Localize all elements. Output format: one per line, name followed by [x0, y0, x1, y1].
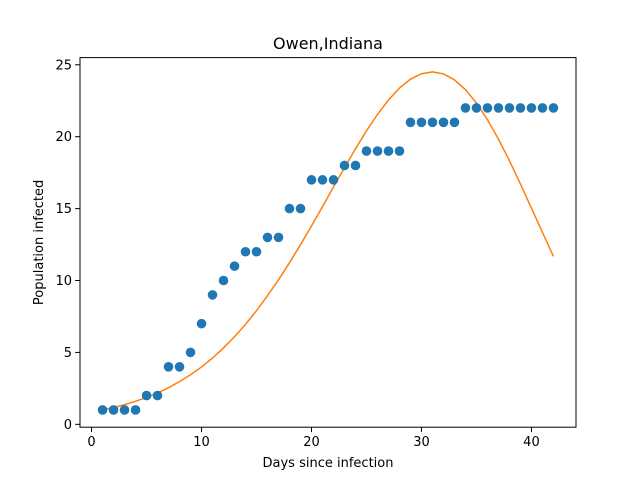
data-point [262, 232, 273, 243]
data-point [196, 318, 207, 329]
data-point [350, 160, 361, 171]
x-axis: 0 10 20 30 40 [87, 427, 540, 450]
data-point [427, 117, 438, 128]
y-tick-label: 0 [64, 418, 72, 433]
data-point [185, 347, 196, 358]
data-point [207, 290, 218, 300]
data-point [482, 103, 493, 113]
data-point [471, 103, 482, 113]
data-point [240, 246, 251, 257]
x-tick-label: 40 [523, 435, 540, 450]
data-point [526, 103, 537, 113]
y-axis: 0 5 10 15 20 25 [55, 58, 80, 433]
data-point [130, 405, 141, 415]
x-tick-label: 0 [87, 435, 95, 450]
data-point [218, 275, 229, 286]
data-point [449, 117, 460, 128]
y-axis-label: Population infected [32, 180, 47, 305]
y-tick-label: 20 [55, 130, 72, 145]
data-point [97, 405, 108, 415]
data-point [438, 117, 449, 128]
data-point [372, 146, 383, 156]
data-point [405, 117, 416, 128]
y-tick-label: 25 [55, 58, 72, 73]
data-point [273, 232, 284, 243]
x-tick-label: 30 [413, 435, 430, 450]
data-point [515, 103, 526, 113]
data-point [548, 103, 559, 113]
data-point [119, 405, 130, 415]
data-point [174, 361, 185, 372]
data-point [317, 175, 328, 185]
data-point [416, 117, 427, 128]
data-point [163, 361, 174, 372]
data-point [251, 246, 262, 257]
data-point [108, 405, 119, 415]
y-tick-label: 10 [55, 274, 72, 289]
plot-area [97, 71, 559, 415]
data-point [504, 103, 515, 113]
data-point [328, 175, 339, 185]
x-axis-label: Days since infection [263, 456, 394, 471]
data-point [361, 146, 372, 156]
x-tick-label: 20 [303, 435, 320, 450]
y-tick-label: 5 [64, 346, 72, 361]
data-point [383, 146, 394, 156]
axes-frame [79, 57, 577, 428]
data-point [152, 390, 163, 401]
data-point [339, 160, 350, 171]
data-point [460, 103, 471, 113]
chart-title: Owen,Indiana [273, 34, 383, 53]
data-point [229, 261, 240, 271]
x-tick-label: 10 [193, 435, 210, 450]
data-point [537, 103, 548, 113]
data-point [284, 203, 295, 214]
y-tick-label: 15 [55, 202, 72, 217]
data-point [141, 390, 152, 401]
data-point [306, 175, 317, 185]
data-point [295, 203, 306, 214]
data-point [493, 103, 504, 113]
data-point [394, 146, 405, 156]
